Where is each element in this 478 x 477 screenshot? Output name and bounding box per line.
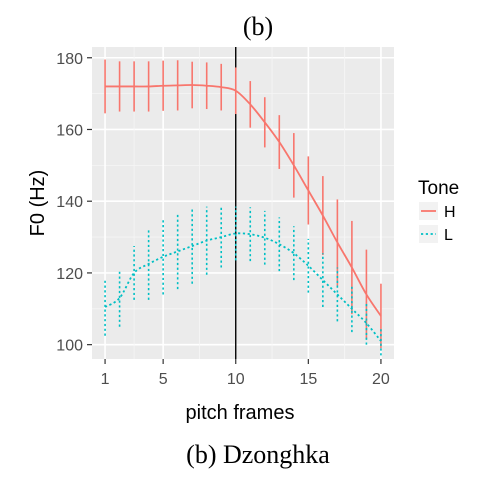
legend-title: Tone <box>418 178 459 199</box>
x-tick-label: 1 <box>101 371 110 388</box>
y-tick-label: 120 <box>56 266 83 283</box>
series-L <box>104 206 382 356</box>
x-tick-label: 5 <box>159 371 168 388</box>
series-layer <box>104 59 382 356</box>
y-tick-label: 180 <box>56 51 83 68</box>
plot-panel <box>92 47 394 359</box>
x-tick-label: 10 <box>227 371 245 388</box>
y-tick-label: 140 <box>56 194 83 211</box>
y-axis-title: F0 (Hz) <box>27 170 49 237</box>
x-tick-label: 15 <box>299 371 317 388</box>
figure-top-label: (b) <box>243 12 273 41</box>
x-tick-label: 20 <box>372 371 390 388</box>
y-tick-label: 100 <box>56 338 83 355</box>
legend-label-H: H <box>444 204 456 221</box>
legend-label-L: L <box>444 227 453 244</box>
series-line-L <box>104 232 382 342</box>
figure-caption: (b) Dzonghka <box>186 440 330 469</box>
series-line-H <box>105 84 382 317</box>
y-tick-label: 160 <box>56 122 83 139</box>
legend-key-bg <box>419 225 438 243</box>
series-H <box>104 59 382 349</box>
legend: Tone HL <box>418 178 459 244</box>
x-axis-title: pitch frames <box>186 402 295 424</box>
